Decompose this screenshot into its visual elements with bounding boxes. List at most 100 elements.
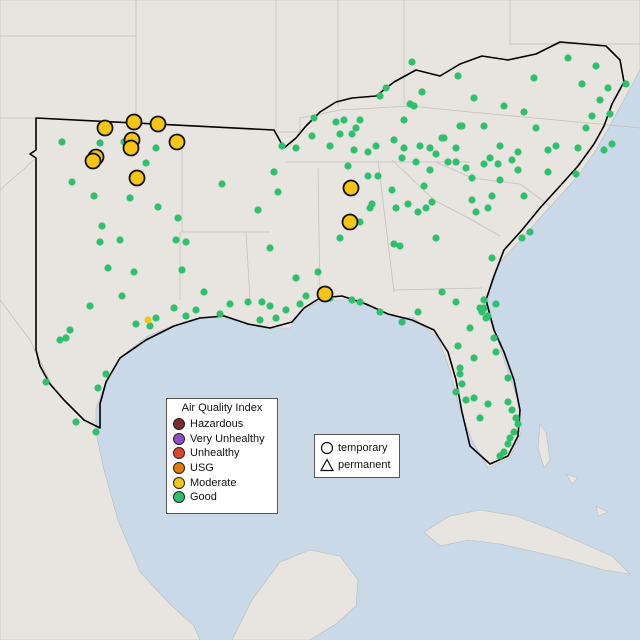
good-monitor[interactable] [488,254,496,262]
good-monitor[interactable] [398,154,406,162]
good-monitor[interactable] [152,144,160,152]
good-monitor[interactable] [282,306,290,314]
good-monitor[interactable] [102,370,110,378]
good-monitor[interactable] [454,72,462,80]
good-monitor[interactable] [412,158,420,166]
good-monitor[interactable] [438,288,446,296]
good-monitor[interactable] [296,300,304,308]
good-monitor[interactable] [396,242,404,250]
good-monitor[interactable] [398,318,406,326]
good-monitor[interactable] [152,314,160,322]
good-monitor[interactable] [244,298,252,306]
good-monitor[interactable] [348,130,356,138]
good-monitor[interactable] [56,336,64,344]
good-monitor[interactable] [332,118,340,126]
good-monitor[interactable] [482,314,490,322]
good-monitor[interactable] [392,204,400,212]
moderate-monitor[interactable] [84,152,102,170]
good-monitor[interactable] [356,116,364,124]
good-monitor[interactable] [520,192,528,200]
good-monitor[interactable] [256,316,264,324]
good-monitor[interactable] [476,414,484,422]
good-monitor[interactable] [340,116,348,124]
good-monitor[interactable] [426,166,434,174]
good-monitor[interactable] [470,394,478,402]
good-monitor[interactable] [376,92,384,100]
good-monitor[interactable] [492,300,500,308]
good-monitor[interactable] [258,298,266,306]
good-monitor[interactable] [454,342,462,350]
good-monitor[interactable] [428,198,436,206]
good-monitor[interactable] [520,108,528,116]
good-monitor[interactable] [146,322,154,330]
good-monitor[interactable] [480,160,488,168]
good-monitor[interactable] [452,388,460,396]
moderate-monitor-small[interactable] [144,316,152,324]
good-monitor[interactable] [336,130,344,138]
good-monitor[interactable] [472,208,480,216]
good-monitor[interactable] [452,298,460,306]
good-monitor[interactable] [182,312,190,320]
good-monitor[interactable] [126,194,134,202]
good-monitor[interactable] [98,222,106,230]
good-monitor[interactable] [292,144,300,152]
good-monitor[interactable] [172,236,180,244]
good-monitor[interactable] [414,308,422,316]
good-monitor[interactable] [142,159,150,167]
good-monitor[interactable] [344,162,352,170]
good-monitor[interactable] [336,234,344,242]
good-monitor[interactable] [508,156,516,164]
good-monitor[interactable] [530,74,538,82]
good-monitor[interactable] [452,158,460,166]
good-monitor[interactable] [510,428,518,436]
good-monitor[interactable] [466,324,474,332]
good-monitor[interactable] [420,182,428,190]
good-monitor[interactable] [462,396,470,404]
good-monitor[interactable] [382,84,390,92]
good-monitor[interactable] [608,140,616,148]
good-monitor[interactable] [484,204,492,212]
good-monitor[interactable] [364,172,372,180]
good-monitor[interactable] [604,84,612,92]
good-monitor[interactable] [356,298,364,306]
good-monitor[interactable] [390,136,398,144]
good-monitor[interactable] [308,132,316,140]
good-monitor[interactable] [478,308,486,316]
good-monitor[interactable] [368,200,376,208]
good-monitor[interactable] [374,172,382,180]
good-monitor[interactable] [404,200,412,208]
good-monitor[interactable] [92,428,100,436]
good-monitor[interactable] [596,96,604,104]
good-monitor[interactable] [62,334,70,342]
good-monitor[interactable] [118,292,126,300]
good-monitor[interactable] [504,374,512,382]
good-monitor[interactable] [518,234,526,242]
good-monitor[interactable] [500,448,508,456]
moderate-monitor[interactable] [122,139,140,157]
good-monitor[interactable] [170,304,178,312]
good-monitor[interactable] [350,146,358,154]
good-monitor[interactable] [192,306,200,314]
good-monitor[interactable] [178,266,186,274]
good-monitor[interactable] [376,308,384,316]
good-monitor[interactable] [400,144,408,152]
good-monitor[interactable] [96,238,104,246]
good-monitor[interactable] [292,274,300,282]
good-monitor[interactable] [174,214,182,222]
moderate-monitor[interactable] [128,169,146,187]
good-monitor[interactable] [274,188,282,196]
good-monitor[interactable] [270,168,278,176]
good-monitor[interactable] [426,144,434,152]
good-monitor[interactable] [494,160,502,168]
good-monitor[interactable] [458,122,466,130]
good-monitor[interactable] [388,186,396,194]
good-monitor[interactable] [182,238,190,246]
good-monitor[interactable] [572,170,580,178]
good-monitor[interactable] [452,144,460,152]
good-monitor[interactable] [480,296,488,304]
good-monitor[interactable] [578,80,586,88]
good-monitor[interactable] [606,110,614,118]
moderate-monitor[interactable] [96,119,114,137]
good-monitor[interactable] [514,166,522,174]
